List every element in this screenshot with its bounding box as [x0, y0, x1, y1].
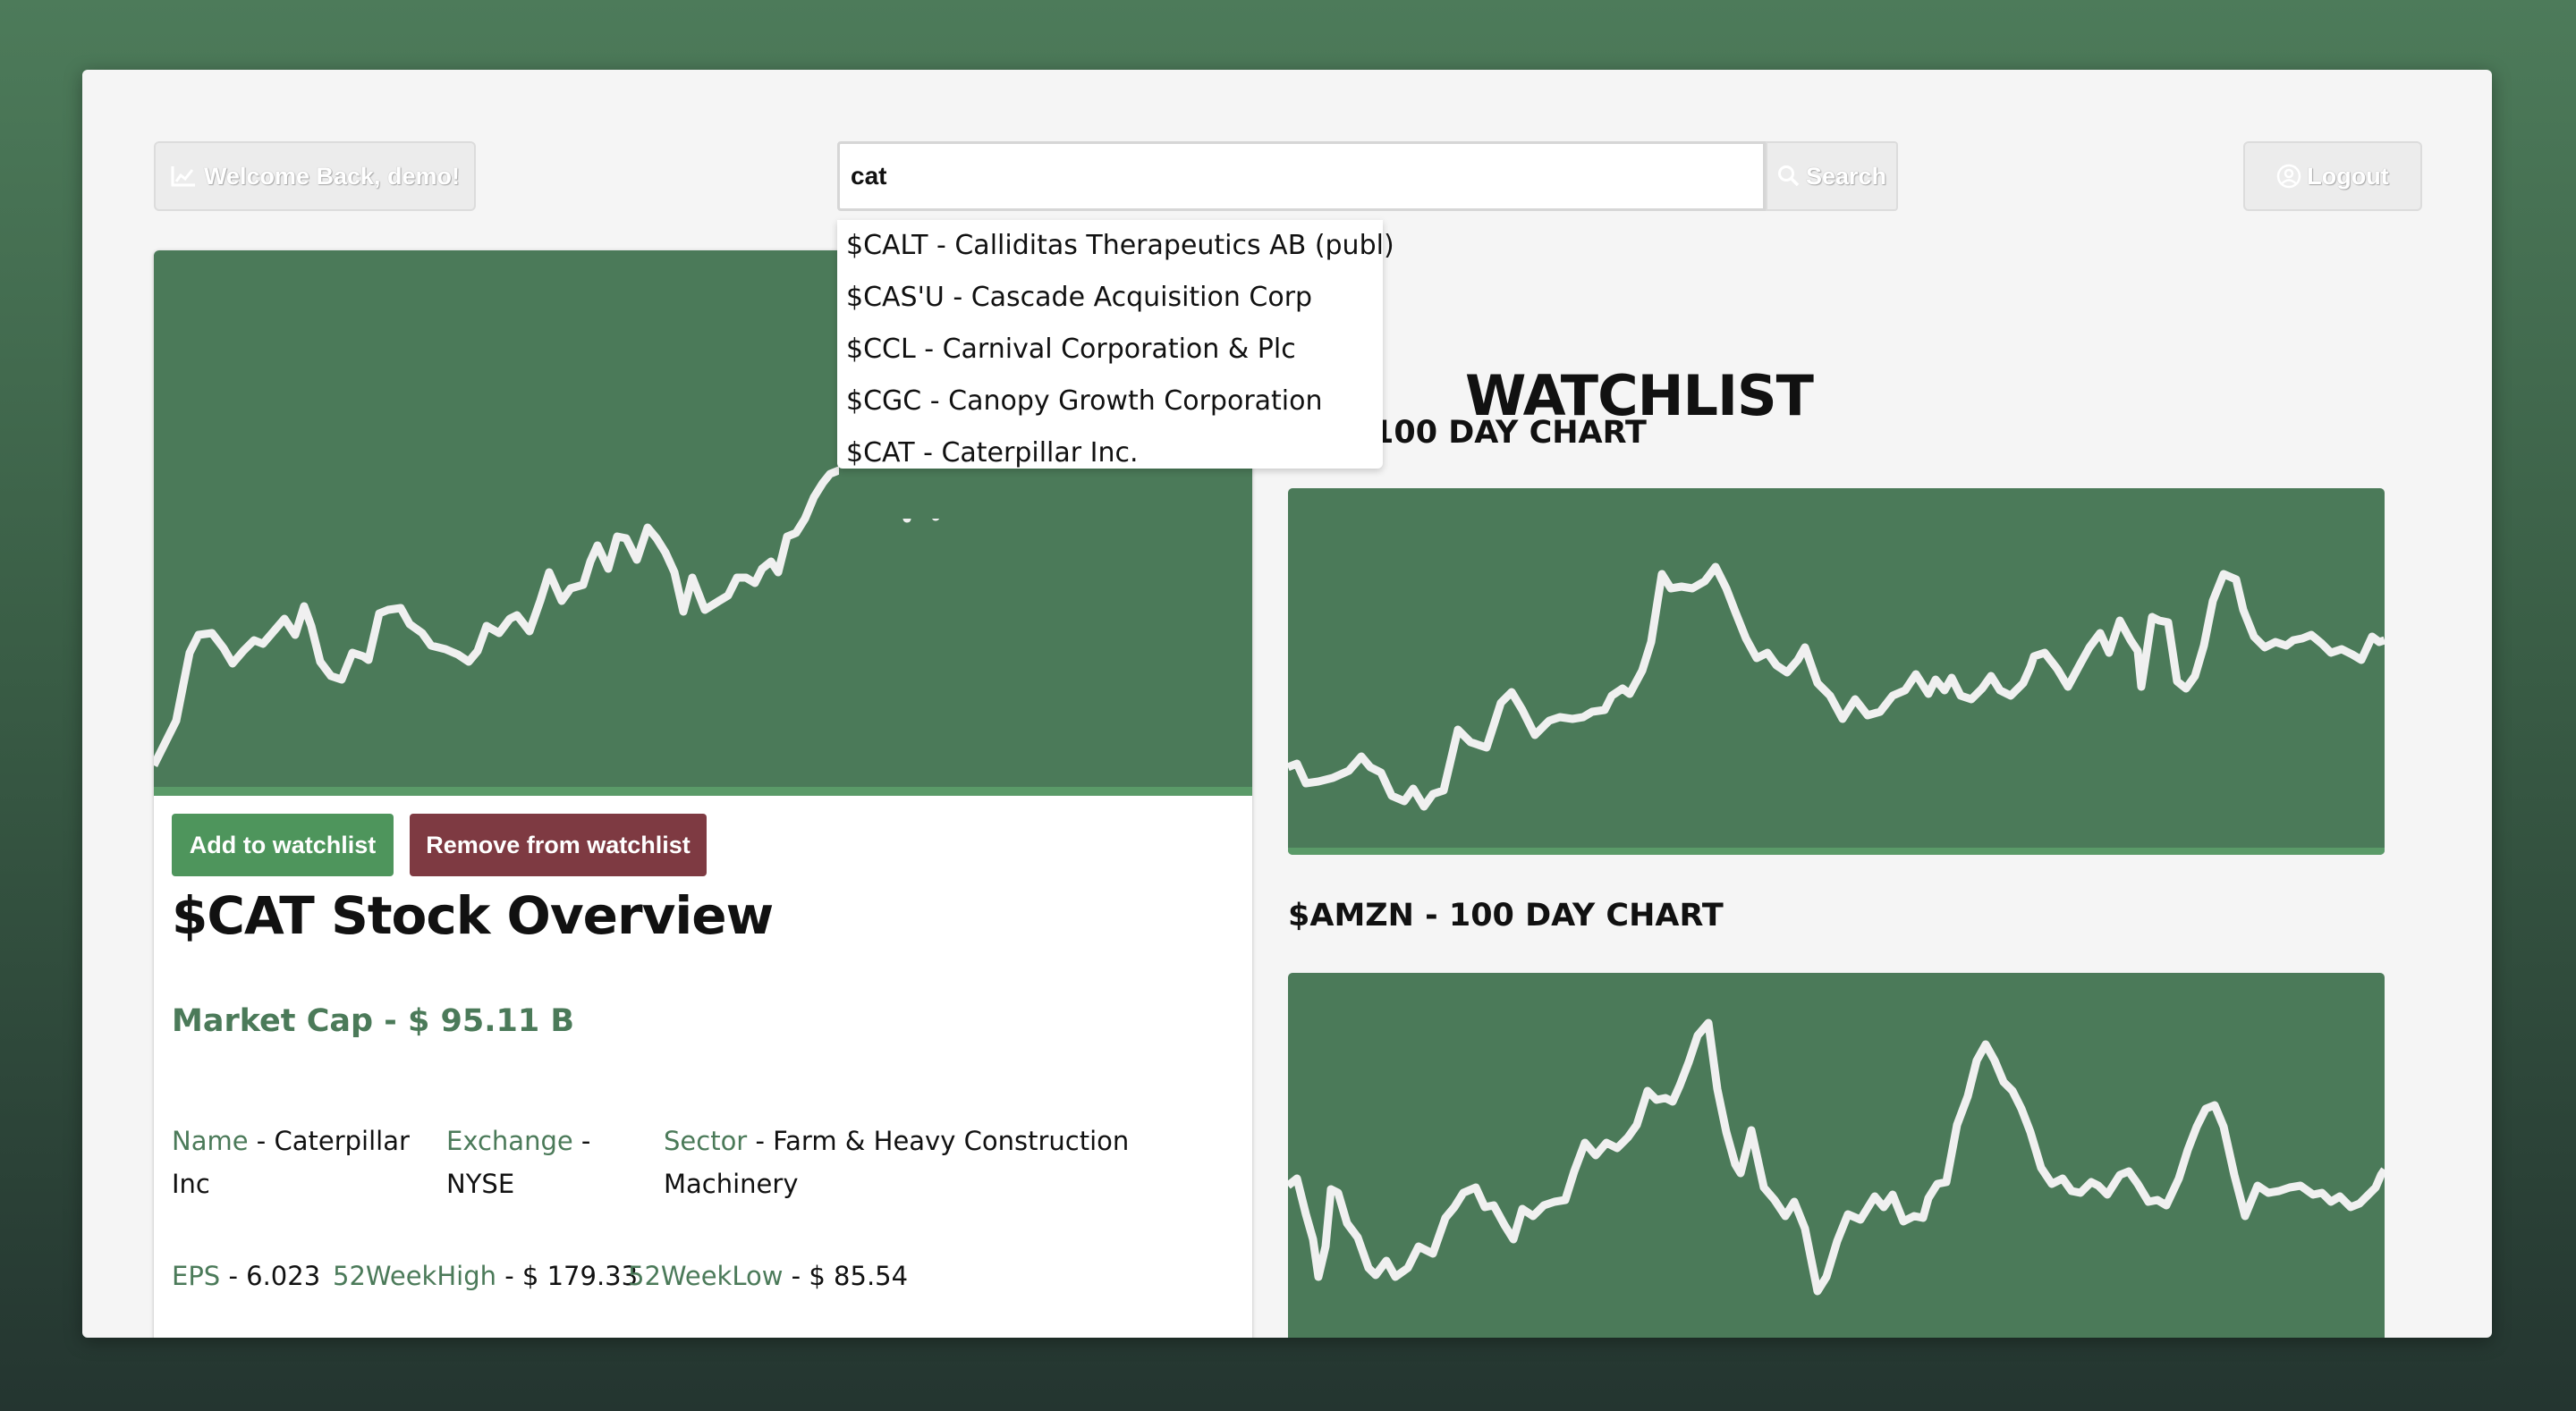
welcome-button[interactable]: Welcome Back, demo! — [154, 141, 476, 211]
info-52-week-low-value: - $ 85.54 — [783, 1261, 909, 1291]
info-52-week-high-value: - $ 179.33 — [496, 1261, 639, 1291]
info-eps-key: EPS — [172, 1261, 221, 1291]
watchlist-chart-1-line — [1288, 562, 2385, 811]
watchlist-chart-1 — [1288, 488, 2385, 855]
chart-baseline — [154, 787, 1252, 796]
suggestion-item[interactable]: $CALT - Calliditas Therapeutics AB (publ… — [846, 230, 1394, 261]
stock-overview-title: $CAT Stock Overview — [172, 885, 774, 946]
logout-button[interactable]: Logout — [2243, 141, 2422, 211]
info-eps-value: - 6.023 — [220, 1261, 321, 1291]
search-icon — [1777, 165, 1800, 187]
search-button[interactable]: Search — [1766, 141, 1898, 211]
suggestion-item[interactable]: $CGC - Canopy Growth Corporation — [846, 385, 1323, 417]
info-52-week-high: 52WeekHigh - $ 179.33 — [333, 1261, 638, 1291]
watchlist-chart-1-baseline — [1288, 848, 2385, 855]
watchlist-chart-2-line — [1288, 1018, 2385, 1296]
suggestion-item[interactable]: $CAS'U - Cascade Acquisition Corp — [846, 282, 1313, 313]
stock-overview-card: Add to watchlist Remove from watchlist $… — [154, 250, 1252, 1338]
add-to-watchlist-button[interactable]: Add to watchlist — [172, 814, 394, 876]
info-name-value: - Caterpillar Inc — [172, 1126, 410, 1199]
info-exchange: Exchange - NYSE — [446, 1120, 634, 1205]
info-sector-key: Sector — [664, 1126, 748, 1156]
search-bar: Search — [837, 141, 1966, 211]
chart-icon — [171, 166, 195, 187]
info-sector: Sector - Farm & Heavy Construction Machi… — [664, 1120, 1165, 1205]
watchlist-chart-2-label: $AMZN - 100 DAY CHART — [1288, 898, 1724, 934]
suggestion-item[interactable]: $CCL - Carnival Corporation & Plc — [846, 334, 1296, 365]
search-suggestions-dropdown: $CALT - Calliditas Therapeutics AB (publ… — [837, 220, 1394, 469]
info-exchange-value: - NYSE — [446, 1126, 591, 1199]
user-circle-icon — [2277, 164, 2301, 189]
info-name: Name - Caterpillar Inc — [172, 1120, 431, 1205]
info-exchange-key: Exchange — [446, 1126, 573, 1156]
search-button-label: Search — [1805, 162, 1887, 190]
watchlist-chart-2 — [1288, 973, 2385, 1338]
info-eps: EPS - 6.023 — [172, 1261, 320, 1291]
welcome-label: Welcome Back, demo! — [203, 162, 461, 190]
info-52-week-low: 52WeekLow - $ 85.54 — [628, 1261, 908, 1291]
watchlist-chart-1-label: 100 DAY CHART — [1372, 415, 1647, 451]
info-52-week-low-key: 52WeekLow — [628, 1261, 784, 1291]
remove-from-watchlist-button[interactable]: Remove from watchlist — [410, 814, 707, 876]
watchlist-title: WATCHLIST — [1465, 363, 1814, 428]
logout-label: Logout — [2307, 162, 2389, 190]
search-input[interactable] — [837, 141, 1766, 211]
app-window: Welcome Back, demo! Search Logout Add — [82, 70, 2492, 1338]
info-name-key: Name — [172, 1126, 249, 1156]
market-cap: Market Cap - $ 95.11 B — [172, 1003, 575, 1039]
info-52-week-high-key: 52WeekHigh — [333, 1261, 497, 1291]
suggestion-item[interactable]: $CAT - Caterpillar Inc. — [846, 437, 1139, 469]
info-sector-value: - Farm & Heavy Construction Machinery — [664, 1126, 1130, 1199]
